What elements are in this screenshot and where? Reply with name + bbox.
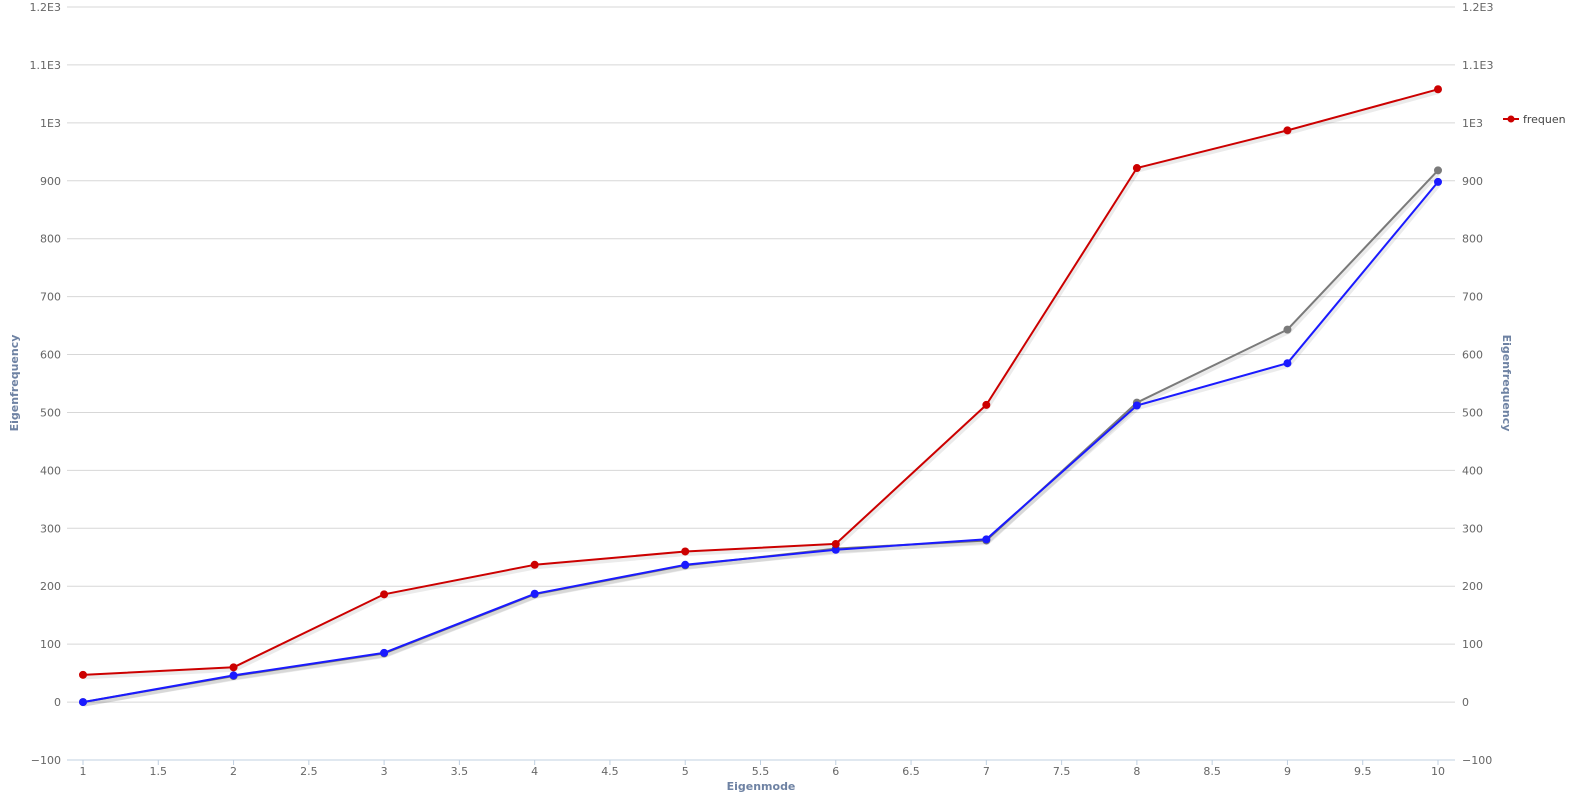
x-tick-label: 1.5 [150,765,168,778]
data-point[interactable] [681,560,690,569]
y-tick-label: 500 [40,406,61,419]
y-tick-label: 600 [40,349,61,362]
y-tick-label: 1.1E3 [30,59,61,72]
x-tick-label: 2.5 [300,765,318,778]
data-point[interactable] [530,589,539,598]
x-tick-label: 7.5 [1053,765,1071,778]
series-layer [79,85,1442,707]
y-tick-label-right: 900 [1462,175,1483,188]
left-y-axis-title: Eigenfrequency [8,335,21,432]
series-line-shadow [83,88,1440,680]
data-point[interactable] [229,663,238,672]
data-point[interactable] [1283,126,1292,135]
data-point[interactable] [1283,359,1292,368]
x-tick-label: 7 [983,765,990,778]
y-tick-label: 700 [40,291,61,304]
x-tick-label: 4 [531,765,538,778]
y-tick-label-right: 1.2E3 [1462,1,1493,14]
y-tick-label: 300 [40,522,61,535]
x-tick-label: 2 [230,765,237,778]
grid [67,6,1455,761]
data-point[interactable] [831,539,840,548]
x-axis-ticks: 1 1.5 2 2.5 3 3.5 4 4.5 5 5.5 6 6.5 7 7.5 8 8.5 9 9.5 10 [80,760,1445,778]
data-point[interactable] [79,670,87,679]
legend-marker-dot [1507,115,1515,123]
y-tick-label-right: 1E3 [1462,117,1483,130]
data-point[interactable] [1132,401,1141,410]
data-point[interactable] [681,547,690,556]
data-point[interactable] [982,400,991,409]
left-y-axis-ticks: −100 0 100 200 300 400 500 600 700 800 900 1E3 1.1E3… [30,1,61,767]
x-tick-label: 3 [381,765,388,778]
y-tick-label-right: 500 [1462,406,1483,419]
y-tick-label: 0 [54,696,61,709]
x-tick-label: 9.5 [1354,765,1372,778]
legend-label: frequen [1523,113,1566,126]
data-point[interactable] [380,648,389,657]
y-tick-label-right: 100 [1462,638,1483,651]
x-tick-label: 8.5 [1203,765,1221,778]
x-tick-label: 6.5 [902,765,920,778]
data-point[interactable] [1132,164,1141,173]
data-point[interactable] [229,671,238,680]
series-line-shadow [83,182,1441,707]
series-2 [79,166,1442,707]
data-point[interactable] [380,590,389,599]
y-tick-label-right: 800 [1462,233,1483,246]
x-tick-label: 4.5 [601,765,619,778]
y-tick-label-right: 200 [1462,580,1483,593]
series-line-shadow [83,170,1441,707]
series-line [82,181,1439,704]
data-point[interactable] [982,535,991,544]
data-point[interactable] [831,545,840,554]
data-point[interactable] [530,560,539,569]
right-y-axis-title: Eigenfrequency [1500,335,1513,432]
y-tick-label: 400 [40,464,61,477]
series-0 [79,85,1442,680]
y-tick-label: 200 [40,580,61,593]
x-tick-label: 6 [832,765,839,778]
series-line [82,88,1439,676]
legend[interactable]: frequen [1503,113,1566,126]
y-tick-label-right: 400 [1462,464,1483,477]
y-tick-label: 1.2E3 [30,1,61,14]
x-tick-label: 1 [80,765,87,778]
data-point[interactable] [1434,85,1442,94]
x-axis-title: Eigenmode [727,780,796,793]
y-tick-label: 900 [40,175,61,188]
data-point[interactable] [1283,325,1292,334]
data-point[interactable] [1434,177,1442,186]
y-tick-label-right: 0 [1462,696,1469,709]
series-1 [79,177,1442,707]
x-tick-label: 5 [682,765,689,778]
x-tick-label: 10 [1431,765,1445,778]
x-tick-label: 5.5 [752,765,770,778]
series-line [82,169,1439,704]
y-tick-label-right: 300 [1462,522,1483,535]
y-tick-label: 1E3 [40,117,61,130]
y-tick-label-right: 1.1E3 [1462,59,1493,72]
y-tick-label-right: −100 [1462,754,1492,767]
x-tick-label: 3.5 [451,765,469,778]
y-tick-label-right: 600 [1462,349,1483,362]
y-tick-label: 100 [40,638,61,651]
y-tick-label-right: 700 [1462,291,1483,304]
right-y-axis-ticks: −100 0 100 200 300 400 500 600 700 800 900 1E3 1.1E3… [1462,1,1493,767]
data-point[interactable] [79,698,87,707]
x-tick-label: 9 [1284,765,1291,778]
y-tick-label: 800 [40,233,61,246]
x-tick-label: 8 [1133,765,1140,778]
data-point[interactable] [1434,166,1442,175]
y-tick-label: −100 [31,754,61,767]
